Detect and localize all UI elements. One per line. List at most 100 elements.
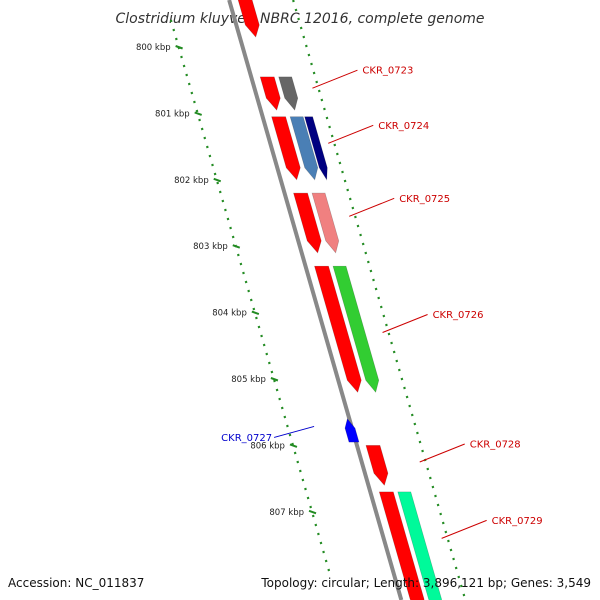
ruler-dot [247,289,251,293]
ruler-dot [193,100,196,104]
ruler-tick-label: 804 kbp [212,309,247,319]
ruler-dot [324,559,328,563]
gene-feature[interactable] [259,76,281,111]
gene-feature[interactable] [344,418,360,443]
outer-dot [299,26,303,30]
ruler-dot [229,226,232,230]
gene-track [219,0,442,600]
ruler-dot [306,496,310,500]
outer-dot [392,350,396,354]
outer-dot [369,269,373,273]
outer-dot [346,188,350,192]
outer-dot [405,395,409,399]
ruler-dot [280,406,284,410]
outer-dot [436,503,440,507]
outer-dot [297,17,300,21]
ruler-dot [260,334,263,338]
outer-dot [310,62,313,66]
outer-dot [452,557,455,561]
ruler-dot [221,199,225,203]
gene-labels: CKR_0723 CKR_0724 CKR_0725 CKR_0726 CKR_0727… [221,66,543,539]
outer-dot [312,71,316,75]
outer-dot [317,89,321,93]
gene-label[interactable]: CKR_0724 [378,121,429,132]
ruler-tick [175,45,183,50]
gene-label-leader [312,69,358,89]
ruler-tick [308,509,317,515]
outer-dot [325,116,329,120]
ruler-dot [242,271,245,275]
gene-feature[interactable] [378,491,425,600]
outer-dot [400,377,404,381]
ruler-dot [231,235,235,239]
ruler-dot [273,379,276,383]
gene-feature[interactable] [311,192,340,254]
ruler-dot [174,37,178,41]
ruler-dot [203,136,207,140]
outer-dot [462,593,466,597]
ruler-dot [226,217,230,221]
outer-dot [395,359,399,363]
ruler-dot [293,451,297,455]
outer-dot [410,413,414,417]
ruler-dot [224,208,227,212]
outer-dot [416,431,419,435]
ruler-dot [169,19,173,23]
ruler-dot [322,550,325,554]
ruler-dot [319,541,323,545]
ruler-tick [194,111,203,116]
gene-label[interactable]: CKR_0725 [399,194,450,205]
ruler-dot [252,307,256,311]
gene-feature[interactable] [314,265,362,393]
ruler-dot [298,469,302,473]
outer-dot [403,386,406,390]
outer-dot [343,179,347,183]
ruler-dot [265,352,269,356]
outer-dot [390,341,393,345]
outer-dot [359,233,362,237]
backbone-line [227,0,404,600]
outer-dot [374,287,378,291]
gene-feature[interactable] [332,265,380,393]
ruler-tick-label: 805 kbp [231,375,266,385]
ruler-dot [239,262,243,266]
ruler-dot [190,91,194,95]
ruler-dot [309,505,313,509]
outer-dot [348,197,352,201]
gene-label[interactable]: CKR_0723 [362,66,413,77]
gene-feature[interactable] [304,116,328,181]
outer-dot [434,494,437,498]
ruler-tick-label: 800 kbp [136,43,171,53]
ruler-tick-label: 803 kbp [193,242,228,252]
gene-label[interactable]: CKR_0726 [433,310,484,321]
outer-dot [413,422,417,426]
ruler-dot [257,325,261,329]
outer-dot [441,521,445,525]
ruler-dot [195,109,199,113]
outer-dot [439,512,443,516]
outer-dot [408,404,412,408]
outer-dot [454,566,458,570]
gene-label[interactable]: CKR_0729 [492,516,543,527]
gene-feature[interactable] [271,116,301,181]
outer-dot [356,224,360,228]
gene-feature[interactable] [365,445,389,486]
gene-feature[interactable] [397,491,442,600]
outer-dot [315,80,319,84]
outer-dot [330,134,334,138]
outer-dot [444,530,448,534]
outer-dot [361,242,365,246]
ruler-dot [296,460,300,464]
ruler-dot [200,127,204,131]
gene-label[interactable]: CKR_0727 [221,433,272,444]
gene-feature[interactable] [289,116,319,181]
outer-dot [418,440,422,444]
gene-feature[interactable] [293,192,322,254]
gene-feature[interactable] [219,0,260,38]
ruler-dot [185,73,189,77]
gene-label[interactable]: CKR_0728 [470,440,521,451]
ruler-tick [213,177,222,183]
ruler-dot [262,343,266,347]
ruler-tick-label: 802 kbp [174,176,209,186]
gene-feature[interactable] [278,76,299,111]
